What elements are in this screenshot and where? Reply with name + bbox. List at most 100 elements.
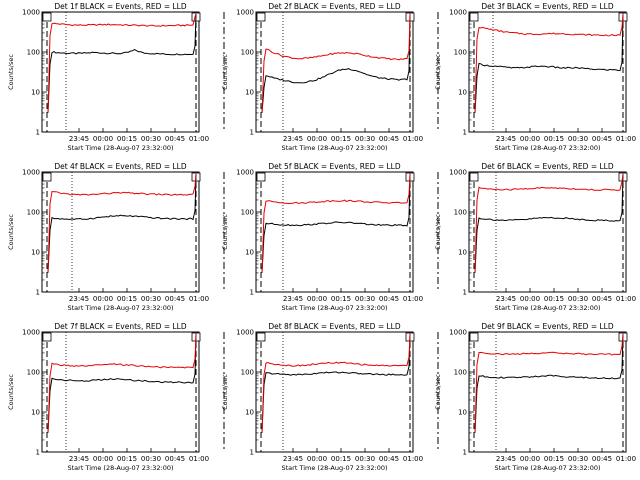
lld-series-line (474, 333, 624, 433)
x-axis-label: Start Time (28-Aug-07 23:32:00) (494, 144, 600, 152)
x-tick-label: 00:45 (592, 455, 612, 463)
x-tick-label: 00:45 (165, 135, 185, 143)
y-tick-label: 100 (241, 209, 254, 217)
start-flag-icon (469, 332, 479, 342)
plot-panel-1: Det 1f BLACK = Events, RED = LLD 1 10 100 10… (7, 2, 225, 152)
y-axis-label: Counts/sec (7, 374, 15, 410)
plot-title: Det 3f BLACK = Events, RED = LLD (481, 2, 614, 11)
y-axis-label: Counts/sec (221, 374, 229, 410)
x-tick-label: 01:00 (189, 455, 209, 463)
x-tick-label: 01:00 (189, 135, 209, 143)
x-tick-label: 00:30 (355, 455, 375, 463)
x-tick-label: 00:30 (568, 135, 588, 143)
plot-title: Det 4f BLACK = Events, RED = LLD (54, 162, 187, 171)
y-tick-label: 100 (241, 369, 254, 377)
x-tick-label: 00:30 (141, 455, 161, 463)
y-tick-label: 10 (31, 89, 40, 97)
plot-frame (255, 11, 414, 133)
y-tick-label: 1 (463, 129, 467, 137)
y-tick-label: 1000 (22, 169, 40, 177)
x-tick-label: 23:45 (69, 455, 89, 463)
x-tick-label: 00:00 (307, 135, 327, 143)
x-axis-label: Start Time (28-Aug-07 23:32:00) (281, 144, 387, 152)
start-flag-icon (469, 172, 479, 182)
lld-series-line (47, 13, 197, 113)
x-tick-label: 00:15 (331, 135, 351, 143)
x-tick-label: 01:00 (616, 455, 636, 463)
plot-title: Det 5f BLACK = Events, RED = LLD (268, 162, 401, 171)
events-series-line (474, 13, 624, 113)
start-flag-icon (42, 172, 52, 182)
x-axis-label: Start Time (28-Aug-07 23:32:00) (281, 464, 387, 472)
x-tick-label: 00:15 (331, 295, 351, 303)
plot-panel-2: Det 2f BLACK = Events, RED = LLD 1 10 100 10… (221, 2, 439, 152)
lld-series-line (261, 173, 411, 273)
y-tick-label: 1 (36, 449, 40, 457)
y-tick-label: 1000 (449, 329, 467, 337)
x-tick-label: 00:30 (141, 135, 161, 143)
plot-panel-8: Det 8f BLACK = Events, RED = LLD 1 10 100 10… (221, 322, 439, 472)
events-series-line (261, 333, 411, 433)
x-tick-label: 00:15 (544, 135, 564, 143)
x-tick-label: 01:00 (189, 295, 209, 303)
x-axis-label: Start Time (28-Aug-07 23:32:00) (494, 304, 600, 312)
x-tick-label: 00:00 (520, 135, 540, 143)
x-tick-label: 00:15 (117, 455, 137, 463)
x-axis-label: Start Time (28-Aug-07 23:32:00) (67, 144, 173, 152)
x-axis-label: Start Time (28-Aug-07 23:32:00) (494, 464, 600, 472)
x-axis-label: Start Time (28-Aug-07 23:32:00) (67, 304, 173, 312)
lld-series-line (474, 13, 624, 113)
x-tick-label: 01:00 (403, 135, 423, 143)
plot-frame (468, 11, 627, 133)
y-tick-label: 1000 (22, 9, 40, 17)
start-flag-icon (256, 12, 266, 22)
y-axis-label: Counts/sec (7, 54, 15, 90)
y-axis-label: Counts/sec (7, 214, 15, 250)
y-tick-label: 1000 (236, 169, 254, 177)
y-tick-label: 1 (250, 289, 254, 297)
start-flag-icon (256, 332, 266, 342)
y-tick-label: 100 (454, 49, 467, 57)
x-tick-label: 00:15 (544, 455, 564, 463)
lld-series-line (47, 333, 197, 433)
y-tick-label: 100 (454, 369, 467, 377)
x-tick-label: 00:30 (568, 455, 588, 463)
plot-title: Det 6f BLACK = Events, RED = LLD (481, 162, 614, 171)
x-tick-label: 00:45 (379, 455, 399, 463)
x-tick-label: 00:00 (93, 135, 113, 143)
y-tick-label: 1000 (236, 9, 254, 17)
x-axis-label: Start Time (28-Aug-07 23:32:00) (281, 304, 387, 312)
x-tick-label: 00:30 (355, 135, 375, 143)
y-tick-label: 1000 (449, 169, 467, 177)
plot-frame (468, 331, 627, 453)
x-tick-label: 01:00 (616, 135, 636, 143)
y-axis-label: Counts/sec (434, 54, 442, 90)
y-tick-label: 1000 (449, 9, 467, 17)
x-tick-label: 00:30 (568, 295, 588, 303)
plot-title: Det 8f BLACK = Events, RED = LLD (268, 322, 401, 331)
y-tick-label: 10 (245, 249, 254, 257)
x-tick-label: 00:45 (379, 295, 399, 303)
events-series-line (47, 173, 197, 273)
y-tick-label: 10 (458, 409, 467, 417)
y-axis-label: Counts/sec (221, 214, 229, 250)
x-tick-label: 00:00 (93, 295, 113, 303)
x-tick-label: 23:45 (69, 295, 89, 303)
x-tick-label: 01:00 (616, 295, 636, 303)
y-tick-label: 100 (241, 49, 254, 57)
plot-title: Det 2f BLACK = Events, RED = LLD (268, 2, 401, 11)
plot-frame (41, 171, 200, 293)
x-tick-label: 23:45 (496, 455, 516, 463)
x-tick-label: 00:45 (592, 135, 612, 143)
plot-panel-4: Det 4f BLACK = Events, RED = LLD 1 10 100 10… (7, 162, 225, 312)
x-tick-label: 00:00 (520, 455, 540, 463)
plot-frame (41, 11, 200, 133)
plot-frame (468, 171, 627, 293)
y-tick-label: 100 (27, 369, 40, 377)
y-axis-label: Counts/sec (221, 54, 229, 90)
y-tick-label: 10 (245, 409, 254, 417)
x-tick-label: 00:15 (331, 455, 351, 463)
x-tick-label: 23:45 (496, 295, 516, 303)
x-tick-label: 00:00 (93, 455, 113, 463)
x-tick-label: 23:45 (496, 135, 516, 143)
